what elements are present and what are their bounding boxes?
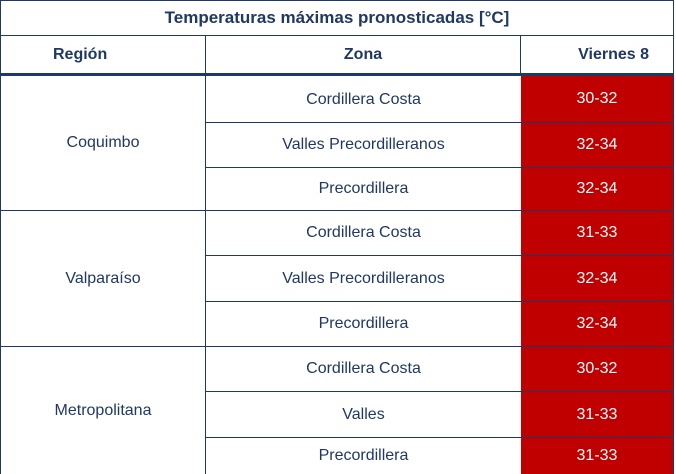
temp-cell: 32-34 xyxy=(521,123,674,167)
row-divider xyxy=(206,437,674,438)
temp-cell: 30-32 xyxy=(521,76,674,122)
zona-cell: Precordillera xyxy=(318,447,409,464)
temp-cell: 32-34 xyxy=(521,302,674,346)
temp-cell: 31-33 xyxy=(521,211,674,255)
header-day: Viernes 8 xyxy=(521,36,674,76)
header-region: Región xyxy=(0,36,206,76)
temp-cell: 30-32 xyxy=(521,347,674,391)
zona-cell: Valles Precordilleranos xyxy=(282,136,445,153)
zona-cell: Cordillera Costa xyxy=(306,360,421,377)
header-zona: Zona xyxy=(206,36,521,76)
region-cell-metropolitana: Metropolitana xyxy=(0,346,206,474)
temp-cell: 32-34 xyxy=(521,168,674,210)
temp-cell: 32-34 xyxy=(521,256,674,301)
row-divider xyxy=(206,301,674,302)
zona-cell: Precordillera xyxy=(318,315,409,332)
temp-cell: 31-33 xyxy=(521,392,674,437)
zona-cell: Valles xyxy=(342,405,385,423)
region-cell-coquimbo: Coquimbo xyxy=(0,76,206,210)
temp-cell: 31-33 xyxy=(521,438,674,474)
zona-cell: Valles Precordilleranos xyxy=(282,269,445,287)
row-divider xyxy=(206,122,674,123)
zona-cell: Cordillera Costa xyxy=(306,224,421,241)
row-divider xyxy=(206,346,674,347)
row-divider xyxy=(206,167,674,168)
table-title: Temperaturas máximas pronosticadas [°C] xyxy=(0,0,674,36)
row-divider xyxy=(206,391,674,392)
row-divider xyxy=(206,210,674,211)
zona-cell: Precordillera xyxy=(318,180,409,197)
row-divider xyxy=(206,255,674,256)
zona-cell: Cordillera Costa xyxy=(306,91,421,108)
region-cell-valparaiso: Valparaíso xyxy=(0,210,206,346)
